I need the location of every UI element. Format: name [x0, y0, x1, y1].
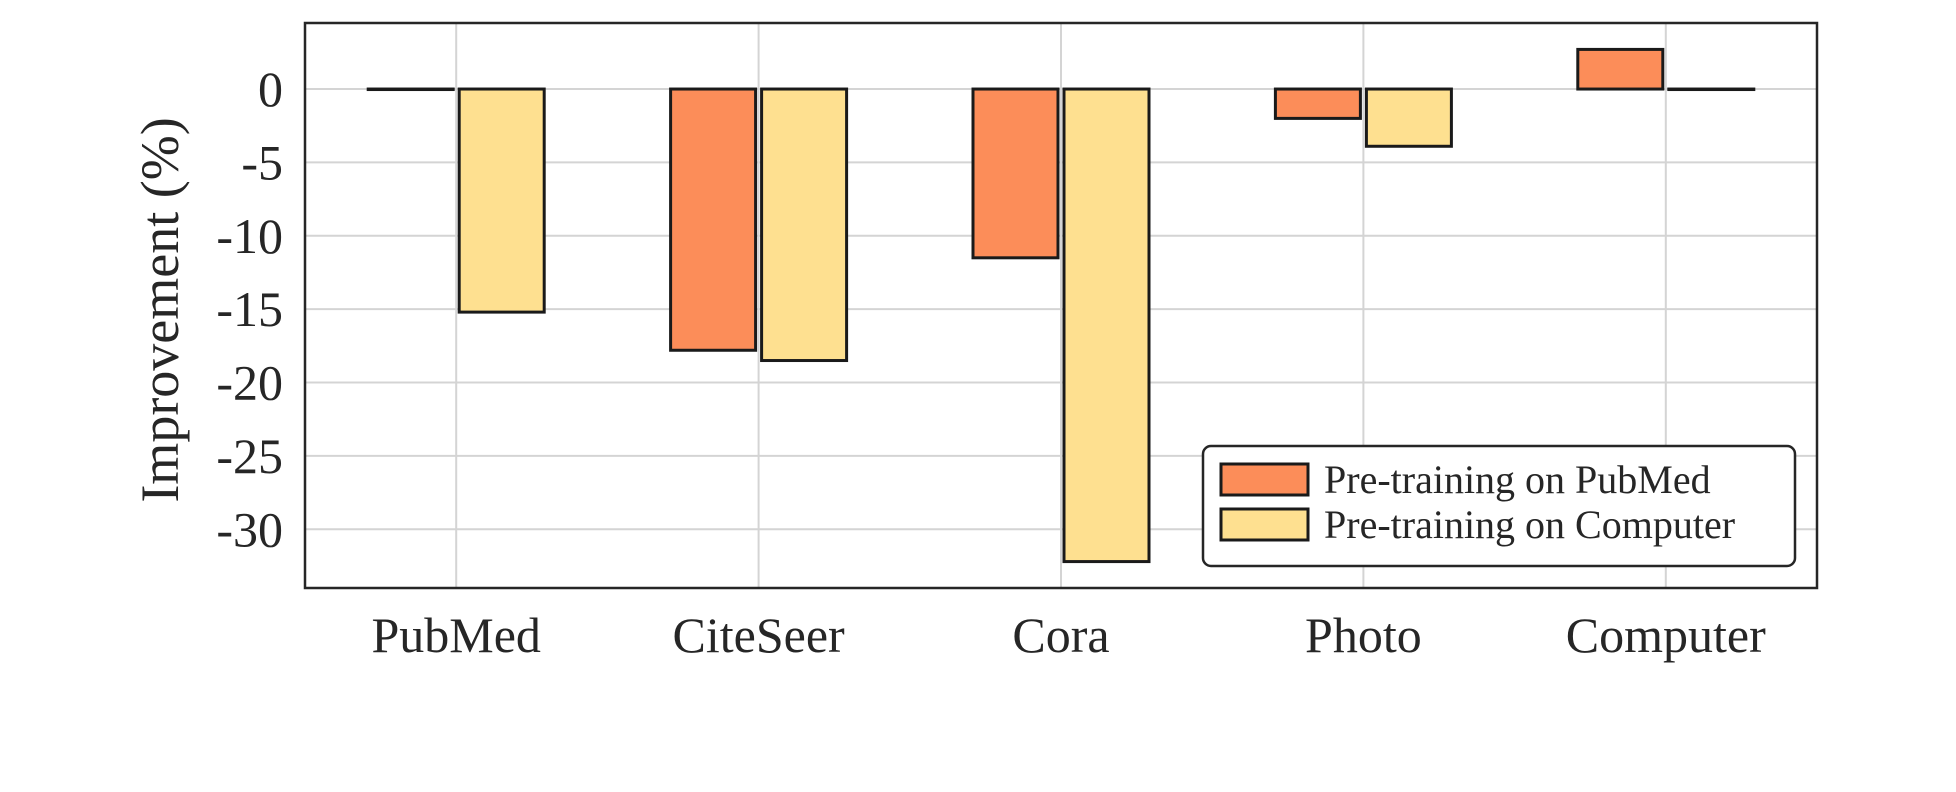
legend-swatch-computer	[1219, 507, 1310, 542]
plot-frame	[303, 21, 1819, 590]
legend-frame	[1201, 444, 1797, 568]
y-tick-labels: 0 -5 -10 -15 -20 -25 -30	[216, 61, 283, 557]
y-axis-title: Improvement (%)	[130, 117, 190, 502]
bar-computer-computer	[1667, 87, 1756, 92]
legend-label-pubmed: Pre-training on PubMed	[1324, 457, 1711, 502]
x-tick-label: PubMed	[371, 607, 540, 663]
y-tick-label: -30	[216, 501, 283, 557]
y-tick-label: -15	[216, 281, 283, 337]
bar-pubmed-computer	[1576, 47, 1665, 91]
bar-pubmed-pubmed	[366, 87, 455, 92]
y-tick-label: -5	[241, 134, 283, 190]
bar-computer-pubmed	[457, 87, 546, 314]
x-tick-label: Photo	[1305, 607, 1422, 663]
grid-layer	[305, 23, 1817, 588]
legend: Pre-training on PubMed Pre-training on C…	[1201, 444, 1797, 568]
y-tick-label: 0	[258, 61, 283, 117]
y-tick-label: -20	[216, 355, 283, 411]
x-tick-label: CiteSeer	[673, 607, 846, 663]
y-tick-label: -10	[216, 208, 283, 264]
x-tick-label: Cora	[1012, 607, 1109, 663]
x-tick-label: Computer	[1566, 607, 1766, 663]
y-tick-label: -25	[216, 428, 283, 484]
bar-computer-citeseer	[760, 87, 849, 363]
bar-pubmed-photo	[1273, 87, 1362, 120]
bars-layer	[366, 47, 1756, 564]
bar-pubmed-citeseer	[669, 87, 758, 352]
bar-computer-cora	[1062, 87, 1151, 564]
x-tick-labels: PubMed CiteSeer Cora Photo Computer	[371, 607, 1766, 663]
legend-label-computer: Pre-training on Computer	[1324, 502, 1735, 547]
bar-pubmed-cora	[971, 87, 1060, 260]
legend-swatch-pubmed	[1219, 462, 1310, 497]
bar-computer-photo	[1364, 87, 1453, 148]
